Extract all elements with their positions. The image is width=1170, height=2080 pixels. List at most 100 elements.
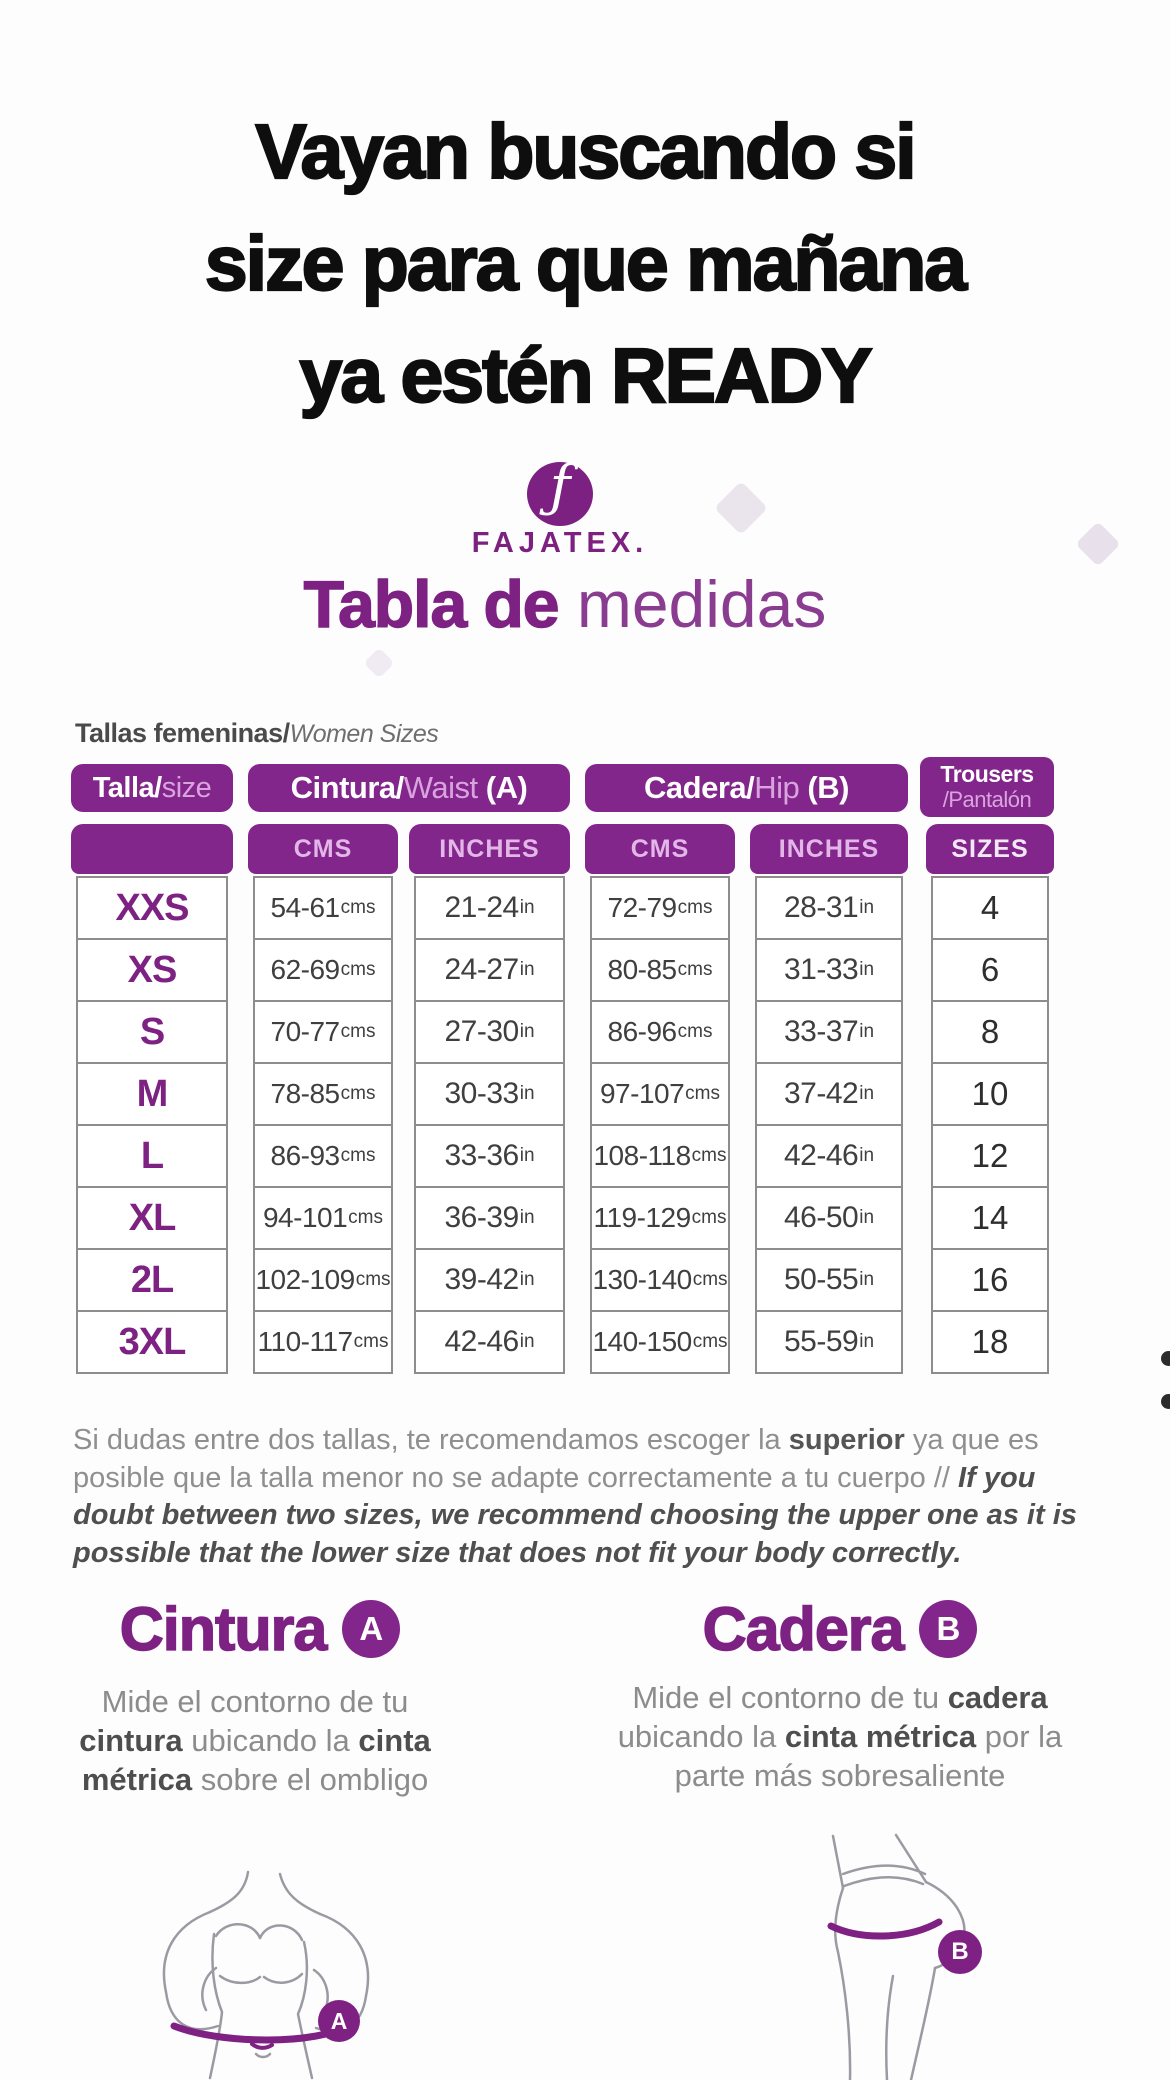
table-cell: 36-39 in <box>416 1186 563 1248</box>
hip-inches-cells: 28-31 in 31-33 in 33-37 in 37-42 in 42-46 in … <box>755 876 903 1374</box>
disclaimer-es-bold: superior <box>788 1424 905 1456</box>
talla-cells: XXS XS S M L XL 2L 3XL <box>76 876 228 1374</box>
table-cell: XS <box>78 938 226 1000</box>
table-cell: 6 <box>933 938 1047 1000</box>
page-title: Vayan buscando si size para que mañana y… <box>0 96 1170 432</box>
column-header-cintura: Cintura/ Waist (A) <box>248 764 570 812</box>
table-cell: 42-46 in <box>757 1124 901 1186</box>
subheader-talla-empty <box>71 824 233 874</box>
disclaimer-es-1: Si dudas entre dos tallas, te recomendam… <box>73 1424 789 1456</box>
column-header-cadera: Cadera/Hip (B) <box>585 764 908 812</box>
waist-guide-title: Cintura A <box>70 1594 450 1664</box>
table-cell: 27-30 in <box>416 1000 563 1062</box>
table-cell: 97-107 cms <box>592 1062 728 1124</box>
table-cell: 102-109 cms <box>255 1248 391 1310</box>
disclaimer-en: If you doubt between two sizes, we recom… <box>73 1461 1077 1569</box>
table-cell: XXS <box>78 878 226 938</box>
table-cell: 39-42 in <box>416 1248 563 1310</box>
table-cell: 2L <box>78 1248 226 1310</box>
table-cell: 110-117 cms <box>255 1310 391 1372</box>
table-cell: 62-69 cms <box>255 938 391 1000</box>
hip-badge-b: B <box>919 1600 978 1658</box>
table-cell: 8 <box>933 1000 1047 1062</box>
table-cell: 86-96 cms <box>592 1000 728 1062</box>
table-cell: 50-55 in <box>757 1248 901 1310</box>
chart-heading: Tabla de medidas <box>0 567 1150 641</box>
subheader-hip-inches: INCHES <box>750 824 908 874</box>
table-column-hip-cms: CMS 72-79 cms 80-85 cms 86-96 cms 97-107 cms… <box>585 824 735 1374</box>
cadera-header-light: Hip <box>754 770 800 805</box>
column-header-talla: Talla/size <box>71 764 233 812</box>
hip-cms-cells: 72-79 cms 80-85 cms 86-96 cms 97-107 cms 108… <box>590 876 730 1374</box>
chart-heading-bold: Tabla de <box>303 567 560 641</box>
cintura-header-bold: Cintura/ <box>290 770 405 805</box>
waist-badge-a: A <box>342 1600 401 1658</box>
hip-guide-title: Cadera B <box>610 1594 1070 1664</box>
table-cell: 55-59 in <box>757 1310 901 1372</box>
subheader-waist-cms: CMS <box>248 824 398 874</box>
table-cell: L <box>78 1124 226 1186</box>
table-cell: 54-61 cms <box>255 878 391 938</box>
table-column-waist-inches: INCHES 21-24 in 24-27 in 27-30 in 30-33 in 3… <box>409 824 570 1374</box>
table-cell: 30-33 in <box>416 1062 563 1124</box>
table-cell: M <box>78 1062 226 1124</box>
disclaimer-es-2: ya que es posible que la talla menor no … <box>73 1424 1039 1494</box>
title-line-1: Vayan buscando si <box>254 108 917 196</box>
table-cell: 10 <box>933 1062 1047 1124</box>
waist-measure-illustration <box>162 1870 370 2080</box>
title-line-2: size para que mañana <box>204 220 968 308</box>
table-cell: 94-101 cms <box>255 1186 391 1248</box>
table-column-waist-cms: CMS 54-61 cms 62-69 cms 70-77 cms 78-85 cms … <box>248 824 398 1374</box>
table-cell: 4 <box>933 878 1047 938</box>
cintura-header-light: Waist <box>403 770 478 805</box>
waist-cms-cells: 54-61 cms 62-69 cms 70-77 cms 78-85 cms 86-9… <box>253 876 393 1374</box>
subheader-waist-inches: INCHES <box>409 824 570 874</box>
chart-heading-light: medidas <box>558 567 827 641</box>
table-cell: 46-50 in <box>757 1186 901 1248</box>
table-cell: 33-36 in <box>416 1124 563 1186</box>
table-cell: 3XL <box>78 1310 226 1372</box>
column-header-trousers: Trousers /Pantalón <box>920 757 1054 817</box>
table-cell: 31-33 in <box>757 938 901 1000</box>
brand-logo-text: FAJATEX. <box>471 527 649 559</box>
table-cell: 16 <box>933 1248 1047 1310</box>
talla-header-light: size <box>161 771 212 804</box>
caption-es: Tallas femeninas/ <box>75 718 290 748</box>
subheader-sizes: SIZES <box>926 824 1054 874</box>
cintura-header-tag: (A) <box>485 770 528 805</box>
table-cell: 33-37 in <box>757 1000 901 1062</box>
table-cell: 37-42 in <box>757 1062 901 1124</box>
hip-measure-illustration <box>827 1833 966 2080</box>
edge-mark <box>1161 1351 1170 1366</box>
brand-logo-icon: ƒ <box>527 454 593 526</box>
hip-guide-label: Cadera <box>702 1594 905 1664</box>
table-cell: 108-118 cms <box>592 1124 728 1186</box>
table-cell: 24-27 in <box>416 938 563 1000</box>
table-cell: 21-24 in <box>416 878 563 938</box>
talla-header-bold: Talla/ <box>92 771 163 804</box>
waist-inches-cells: 21-24 in 24-27 in 27-30 in 30-33 in 33-36 in … <box>414 876 565 1374</box>
trousers-header-bold: Trousers <box>940 761 1034 787</box>
table-column-hip-inches: INCHES 28-31 in 31-33 in 33-37 in 37-42 in 4… <box>750 824 908 1374</box>
edge-mark <box>1161 1394 1170 1409</box>
caption-en: Women Sizes <box>289 720 439 748</box>
table-cell: 80-85 cms <box>592 938 728 1000</box>
sparkle-icon <box>363 647 395 679</box>
table-cell: 130-140 cms <box>592 1248 728 1310</box>
waist-guide-label: Cintura <box>119 1594 328 1664</box>
table-cell: 70-77 cms <box>255 1000 391 1062</box>
figure-badge-a: A <box>318 2000 360 2042</box>
title-line-3: ya estén READY <box>298 332 873 420</box>
table-cell: S <box>78 1000 226 1062</box>
table-caption: Tallas femeninas/Women Sizes <box>75 718 439 749</box>
figure-badge-b: B <box>938 1930 982 1974</box>
sizing-disclaimer: Si dudas entre dos tallas, te recomendam… <box>73 1422 1109 1572</box>
table-cell: 42-46 in <box>416 1310 563 1372</box>
table-cell: 28-31 in <box>757 878 901 938</box>
cadera-header-tag: (B) <box>807 770 849 805</box>
table-column-trouser-sizes: SIZES 4 6 8 10 12 14 16 18 <box>926 824 1054 1374</box>
table-cell: 14 <box>933 1186 1047 1248</box>
subheader-hip-cms: CMS <box>585 824 735 874</box>
logo-f-glyph: ƒ <box>549 454 571 519</box>
table-cell: 78-85 cms <box>255 1062 391 1124</box>
